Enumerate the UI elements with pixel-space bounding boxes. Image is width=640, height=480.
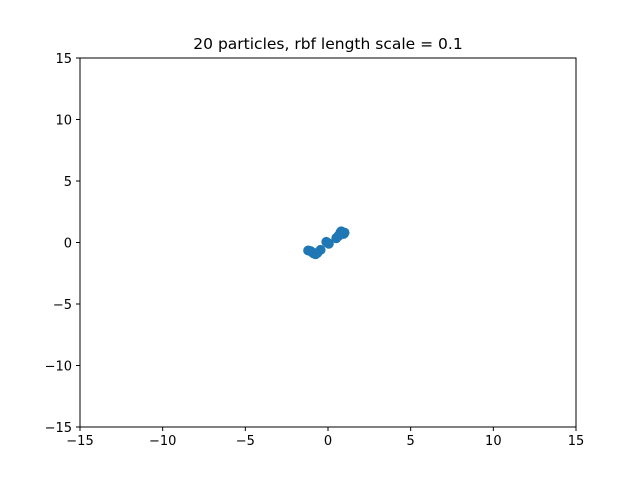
y-tick-label: 0: [64, 237, 72, 252]
x-tick-label: 10: [485, 434, 502, 449]
x-tick-label: −5: [236, 434, 255, 449]
y-tick-label: −15: [45, 421, 72, 436]
x-tick-label: −15: [66, 434, 93, 449]
x-tick-label: −10: [149, 434, 176, 449]
x-tick-label: 15: [568, 434, 585, 449]
y-tick-label: 5: [64, 175, 72, 190]
scatter-point: [323, 238, 334, 249]
y-tick-label: −5: [53, 298, 72, 313]
x-tick-label: 5: [407, 434, 415, 449]
points-layer: [303, 226, 350, 260]
x-tick-label: 0: [324, 434, 332, 449]
y-tick-label: 15: [55, 52, 72, 67]
axes-layer: −15 −10 −5 0 5 10 15 −15 −10 −5 0 5 10 15: [45, 52, 585, 449]
y-tick-label: 10: [55, 114, 72, 129]
y-tick-label: −10: [45, 360, 72, 375]
scatter-point: [315, 244, 326, 255]
chart-title: 20 particles, rbf length scale = 0.1: [193, 35, 462, 53]
scatter-point: [333, 230, 344, 241]
